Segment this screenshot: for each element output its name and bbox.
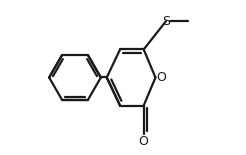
Text: O: O <box>139 135 149 148</box>
Text: S: S <box>162 15 170 28</box>
Text: O: O <box>156 71 166 84</box>
